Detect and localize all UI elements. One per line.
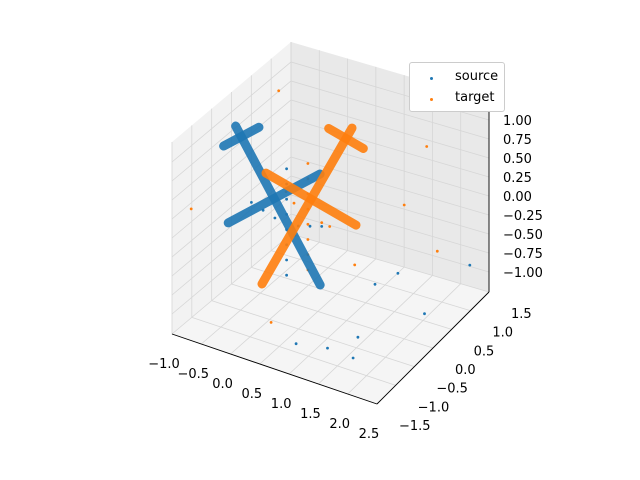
z-tick-label: −1.00 xyxy=(503,266,543,281)
x-axis-line xyxy=(171,333,378,405)
y-tick-label: 0.5 xyxy=(474,344,495,359)
grid-line-y xyxy=(211,300,415,368)
axes-lines xyxy=(171,100,490,405)
target-airplane-wings xyxy=(261,168,361,230)
grid-line-z xyxy=(171,175,490,277)
y-tick-label: 1.0 xyxy=(492,326,513,341)
x-tick-label: 2.0 xyxy=(329,417,350,432)
point-source xyxy=(294,342,298,346)
point-source xyxy=(326,346,329,350)
point-target xyxy=(402,203,406,207)
grid-line-z xyxy=(171,118,490,220)
point-source xyxy=(423,312,426,316)
grid-line-y xyxy=(290,233,490,293)
point-target xyxy=(306,238,310,241)
grid-line-z xyxy=(171,80,490,182)
tick-labels: −1.0−0.50.00.51.01.52.02.5−1.5−1.0−0.50.… xyxy=(148,114,543,442)
target-airplane xyxy=(257,123,368,289)
z-tick-label: 0.75 xyxy=(503,133,532,148)
grid-line-z xyxy=(171,99,490,201)
point-source xyxy=(273,216,277,220)
point-source xyxy=(351,356,355,360)
point-source xyxy=(373,282,377,286)
point-target xyxy=(306,162,310,165)
grid-line-z xyxy=(171,137,490,239)
point-target xyxy=(425,145,429,148)
source-airplane-fuselage xyxy=(231,121,325,290)
source-airplane xyxy=(219,121,325,290)
y-tick-label: −1.0 xyxy=(418,400,450,415)
point-target xyxy=(435,249,439,253)
target-airplane-tail xyxy=(324,123,368,153)
point-source xyxy=(396,271,400,275)
point-source xyxy=(356,335,360,339)
legend-marker-source xyxy=(430,77,433,80)
y-tick-label: −0.5 xyxy=(436,382,468,397)
point-target xyxy=(320,221,324,225)
x-tick-label: −1.0 xyxy=(148,357,180,372)
y-tick-label: 0.0 xyxy=(455,363,476,378)
point-source xyxy=(285,273,288,277)
y-tick-label: 1.5 xyxy=(511,307,532,322)
source-airplane-wings xyxy=(223,169,325,228)
pane-floor xyxy=(172,234,489,404)
z-tick-label: 1.00 xyxy=(503,114,532,129)
data-points xyxy=(189,89,472,360)
point-target xyxy=(277,89,281,93)
z-tick-label: −0.75 xyxy=(503,247,543,262)
point-source xyxy=(468,263,472,267)
x-tick-label: 0.5 xyxy=(242,387,263,402)
grid-line-z xyxy=(171,156,490,258)
x-tick-label: 2.5 xyxy=(359,427,380,442)
point-target xyxy=(306,222,310,226)
z-tick-label: 0.00 xyxy=(503,190,532,205)
point-target xyxy=(353,263,357,267)
point-target xyxy=(292,201,296,205)
grid-line-z xyxy=(171,213,490,315)
x-tick-label: 1.0 xyxy=(271,397,292,412)
target-airplane-fuselage xyxy=(257,123,357,289)
point-target xyxy=(328,225,332,228)
x-tick-label: 1.5 xyxy=(300,407,321,422)
y-tick-label: −1.5 xyxy=(399,419,431,434)
z-tick-label: −0.25 xyxy=(503,209,543,224)
point-source xyxy=(285,197,288,201)
z-tick-label: 0.50 xyxy=(503,152,532,167)
point-source xyxy=(285,167,288,171)
legend-label-target: target xyxy=(455,90,495,105)
grid-line-y xyxy=(231,283,434,349)
legend-marker-target xyxy=(430,98,433,101)
legend-label-source: source xyxy=(455,69,499,84)
point-target xyxy=(189,207,193,211)
grid-line-y xyxy=(191,316,396,386)
grid-line-z xyxy=(171,194,490,296)
point-source xyxy=(308,224,312,228)
point-target xyxy=(269,321,273,324)
x-tick-label: −0.5 xyxy=(177,367,209,382)
legend-item-target: target xyxy=(410,89,506,109)
x-tick-label: 0.0 xyxy=(212,377,233,392)
legend-item-source: source xyxy=(410,68,506,88)
point-source xyxy=(320,225,324,228)
y-axis-line xyxy=(376,291,490,405)
z-tick-label: −0.50 xyxy=(503,228,543,243)
point-source xyxy=(285,258,288,262)
point-source xyxy=(250,201,253,204)
axes-grid xyxy=(171,42,490,405)
legend: source target xyxy=(409,62,505,112)
z-tick-label: 0.25 xyxy=(503,171,532,186)
source-airplane-tail xyxy=(219,122,264,151)
grid-line-y xyxy=(251,266,452,330)
